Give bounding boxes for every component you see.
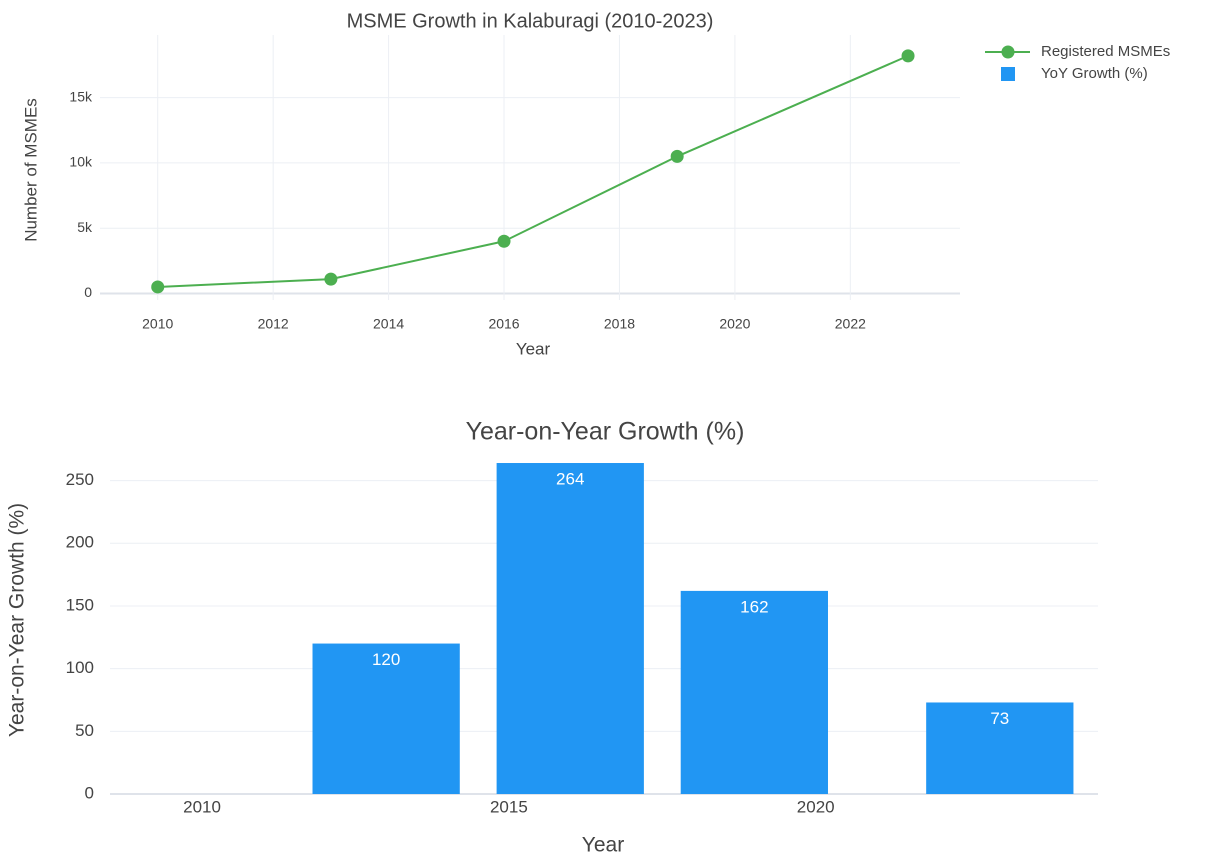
x-tick-label: 2010: [183, 797, 221, 816]
y-axis-label: Number of MSMEs: [21, 98, 40, 242]
y-tick-label: 150: [66, 595, 94, 614]
x-tick-label: 2010: [142, 316, 173, 332]
legend-marker: [1001, 45, 1015, 59]
x-axis-label: Year: [582, 834, 624, 856]
data-label: 162: [740, 597, 768, 616]
bar: [312, 643, 460, 794]
y-tick-label: 200: [66, 533, 94, 552]
y-tick-label: 10k: [69, 154, 93, 170]
y-tick-label: 250: [66, 470, 94, 489]
bar: [496, 463, 644, 794]
line: [157, 54, 909, 288]
chart-title: Year-on-Year Growth (%): [466, 418, 745, 446]
y-tick-label: 15k: [69, 88, 93, 104]
y-tick-label: 0: [84, 284, 92, 300]
bar: [680, 590, 828, 794]
marker: [497, 234, 511, 248]
x-axis-label: Year: [516, 339, 551, 358]
marker: [324, 272, 338, 286]
legend-label: YoY Growth (%): [1041, 65, 1148, 82]
bar: [926, 702, 1074, 794]
x-tick-label: 2012: [258, 316, 289, 332]
legend-swatch: [1001, 67, 1015, 81]
data-label: 73: [990, 709, 1009, 728]
x-tick-label: 2020: [719, 316, 750, 332]
y-tick-label: 0: [85, 783, 94, 802]
y-axis-label: Year-on-Year Growth (%): [6, 503, 29, 737]
marker: [670, 149, 684, 163]
x-tick-label: 2022: [835, 316, 866, 332]
x-tick-label: 2018: [604, 316, 635, 332]
data-label: 120: [372, 650, 400, 669]
x-tick-label: 2016: [488, 316, 519, 332]
x-tick-label: 2020: [797, 797, 835, 816]
x-tick-label: 2014: [373, 316, 404, 332]
chart-title: MSME Growth in Kalaburagi (2010-2023): [347, 10, 714, 32]
x-tick-label: 2015: [490, 797, 528, 816]
y-tick-label: 100: [66, 658, 94, 677]
marker: [151, 280, 165, 294]
marker: [901, 49, 915, 63]
y-tick-label: 50: [75, 721, 94, 740]
y-tick-label: 5k: [77, 219, 93, 235]
data-label: 264: [556, 469, 584, 488]
legend-label: Registered MSMEs: [1041, 43, 1170, 60]
